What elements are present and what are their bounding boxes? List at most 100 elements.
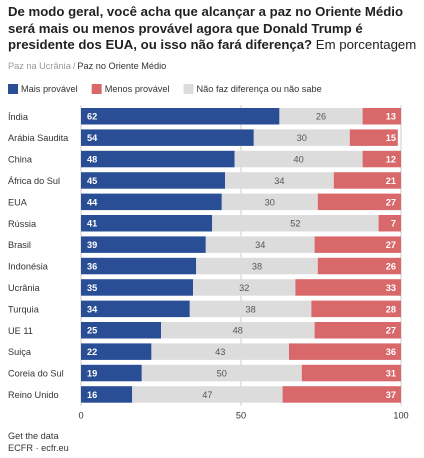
bar-menos-provavel xyxy=(314,322,401,339)
bar-mais-provavel xyxy=(81,172,225,189)
bar-mais-provavel xyxy=(81,257,197,275)
title-unit: Em porcentagem xyxy=(315,37,417,52)
data-label-menos-provavel: 28 xyxy=(386,304,396,314)
data-label-menos-provavel: 33 xyxy=(386,283,396,293)
bar-mais-provavel xyxy=(81,343,152,360)
tab-bar: Paz na Ucrânia / Paz no Oriente Médio xyxy=(8,61,166,71)
data-label-mais-provavel: 41 xyxy=(87,219,97,229)
data-label-menos-provavel: 31 xyxy=(386,368,396,378)
category-label: UE 11 xyxy=(8,326,33,336)
bar-nao-faz-diferenca-ou-nao-sabe xyxy=(141,364,302,382)
category-label: Coreia do Sul xyxy=(8,369,64,379)
data-label-nao-faz-diferenca-ou-nao-sabe: 50 xyxy=(217,368,227,378)
bar-mais-provavel xyxy=(81,364,142,382)
x-tick-label: 0 xyxy=(78,411,83,421)
data-label-menos-provavel: 12 xyxy=(386,154,396,164)
bar-mais-provavel xyxy=(81,386,133,403)
data-label-nao-faz-diferenca-ou-nao-sabe: 38 xyxy=(252,261,262,271)
data-label-nao-faz-diferenca-ou-nao-sabe: 34 xyxy=(274,176,284,186)
legend-swatch-menos-provavel xyxy=(91,84,102,94)
data-label-mais-provavel: 16 xyxy=(87,390,97,400)
bar-menos-provavel xyxy=(317,257,401,275)
category-label: Reino Unido xyxy=(8,390,59,400)
data-label-menos-provavel: 27 xyxy=(386,326,396,336)
bar-nao-faz-diferenca-ou-nao-sabe xyxy=(221,193,318,211)
legend-label-nao-faz-diferenca-ou-nao-sabe: Não faz diferença ou não sabe xyxy=(197,84,322,94)
data-label-nao-faz-diferenca-ou-nao-sabe: 30 xyxy=(297,133,307,143)
bar-nao-faz-diferenca-ou-nao-sabe xyxy=(193,279,296,296)
data-label-nao-faz-diferenca-ou-nao-sabe: 32 xyxy=(239,283,249,293)
bar-menos-provavel xyxy=(362,108,401,125)
data-label-mais-provavel: 19 xyxy=(87,368,97,378)
data-label-mais-provavel: 45 xyxy=(87,176,97,186)
data-label-mais-provavel: 48 xyxy=(87,154,97,164)
category-label: Índia xyxy=(8,112,29,122)
legend-label-menos-provavel: Menos provável xyxy=(105,84,170,94)
bar-mais-provavel xyxy=(81,279,193,296)
data-label-mais-provavel: 34 xyxy=(87,304,98,314)
data-label-nao-faz-diferenca-ou-nao-sabe: 47 xyxy=(202,390,212,400)
bar-menos-provavel xyxy=(282,386,401,403)
bar-nao-faz-diferenca-ou-nao-sabe xyxy=(253,129,350,146)
bar-menos-provavel xyxy=(289,343,401,360)
bar-mais-provavel xyxy=(81,300,190,318)
tab-paz-ucrania[interactable]: Paz na Ucrânia xyxy=(8,61,71,71)
data-label-nao-faz-diferenca-ou-nao-sabe: 48 xyxy=(233,326,243,336)
data-label-menos-provavel: 27 xyxy=(386,197,396,207)
legend-swatch-mais-provavel xyxy=(8,84,18,94)
bar-nao-faz-diferenca-ou-nao-sabe xyxy=(212,215,379,232)
bar-mais-provavel xyxy=(81,193,222,211)
bar-menos-provavel xyxy=(317,193,401,211)
data-label-menos-provavel: 21 xyxy=(386,176,396,186)
bar-menos-provavel xyxy=(362,150,401,168)
data-label-mais-provavel: 35 xyxy=(87,283,97,293)
category-label: Ucrânia xyxy=(8,283,41,293)
bar-menos-provavel xyxy=(311,300,401,318)
bar-mais-provavel xyxy=(81,322,161,339)
data-label-menos-provavel: 13 xyxy=(386,112,396,122)
tab-separator: / xyxy=(72,61,76,71)
legend-label-mais-provavel: Mais provável xyxy=(21,84,78,94)
bar-mais-provavel xyxy=(81,108,280,125)
get-the-data-link[interactable]: Get the data xyxy=(8,431,59,441)
category-label: Brasil xyxy=(8,240,31,250)
category-label: Suiça xyxy=(8,347,32,357)
data-label-nao-faz-diferenca-ou-nao-sabe: 43 xyxy=(215,347,225,357)
bar-mais-provavel xyxy=(81,129,254,146)
bar-nao-faz-diferenca-ou-nao-sabe xyxy=(225,172,334,189)
bar-nao-faz-diferenca-ou-nao-sabe xyxy=(189,300,312,318)
data-label-menos-provavel: 36 xyxy=(386,347,396,357)
bar-nao-faz-diferenca-ou-nao-sabe xyxy=(279,108,363,125)
bar-nao-faz-diferenca-ou-nao-sabe xyxy=(205,236,315,253)
tab-paz-oriente-medio[interactable]: Paz no Oriente Médio xyxy=(77,61,167,71)
bar-nao-faz-diferenca-ou-nao-sabe xyxy=(161,322,315,339)
data-label-mais-provavel: 22 xyxy=(87,347,97,357)
bar-nao-faz-diferenca-ou-nao-sabe xyxy=(151,343,289,360)
data-label-mais-provavel: 54 xyxy=(87,133,98,143)
data-label-nao-faz-diferenca-ou-nao-sabe: 30 xyxy=(265,197,275,207)
chart-footer: Get the data ECFR · ecfr.eu xyxy=(8,430,69,454)
bar-menos-provavel xyxy=(314,236,401,253)
bar-menos-provavel xyxy=(378,215,401,232)
bar-menos-provavel xyxy=(301,364,401,382)
data-label-menos-provavel: 26 xyxy=(386,261,396,271)
category-label: Turquia xyxy=(8,304,40,314)
category-label: Rússia xyxy=(8,219,37,229)
data-label-menos-provavel: 7 xyxy=(391,219,396,229)
bar-menos-provavel xyxy=(349,129,398,146)
x-tick-label: 100 xyxy=(393,411,408,421)
bar-nao-faz-diferenca-ou-nao-sabe xyxy=(196,257,318,275)
category-label: EUA xyxy=(8,197,28,207)
bar-nao-faz-diferenca-ou-nao-sabe xyxy=(132,386,283,403)
bar-mais-provavel xyxy=(81,215,213,232)
chart-title: De modo geral, você acha que alcançar a … xyxy=(8,4,420,54)
data-label-mais-provavel: 62 xyxy=(87,112,97,122)
bar-menos-provavel xyxy=(295,279,401,296)
data-label-mais-provavel: 44 xyxy=(87,197,98,207)
data-label-menos-provavel: 27 xyxy=(386,240,396,250)
bar-nao-faz-diferenca-ou-nao-sabe xyxy=(234,150,363,168)
bar-mais-provavel xyxy=(81,150,235,168)
data-label-mais-provavel: 39 xyxy=(87,240,97,250)
